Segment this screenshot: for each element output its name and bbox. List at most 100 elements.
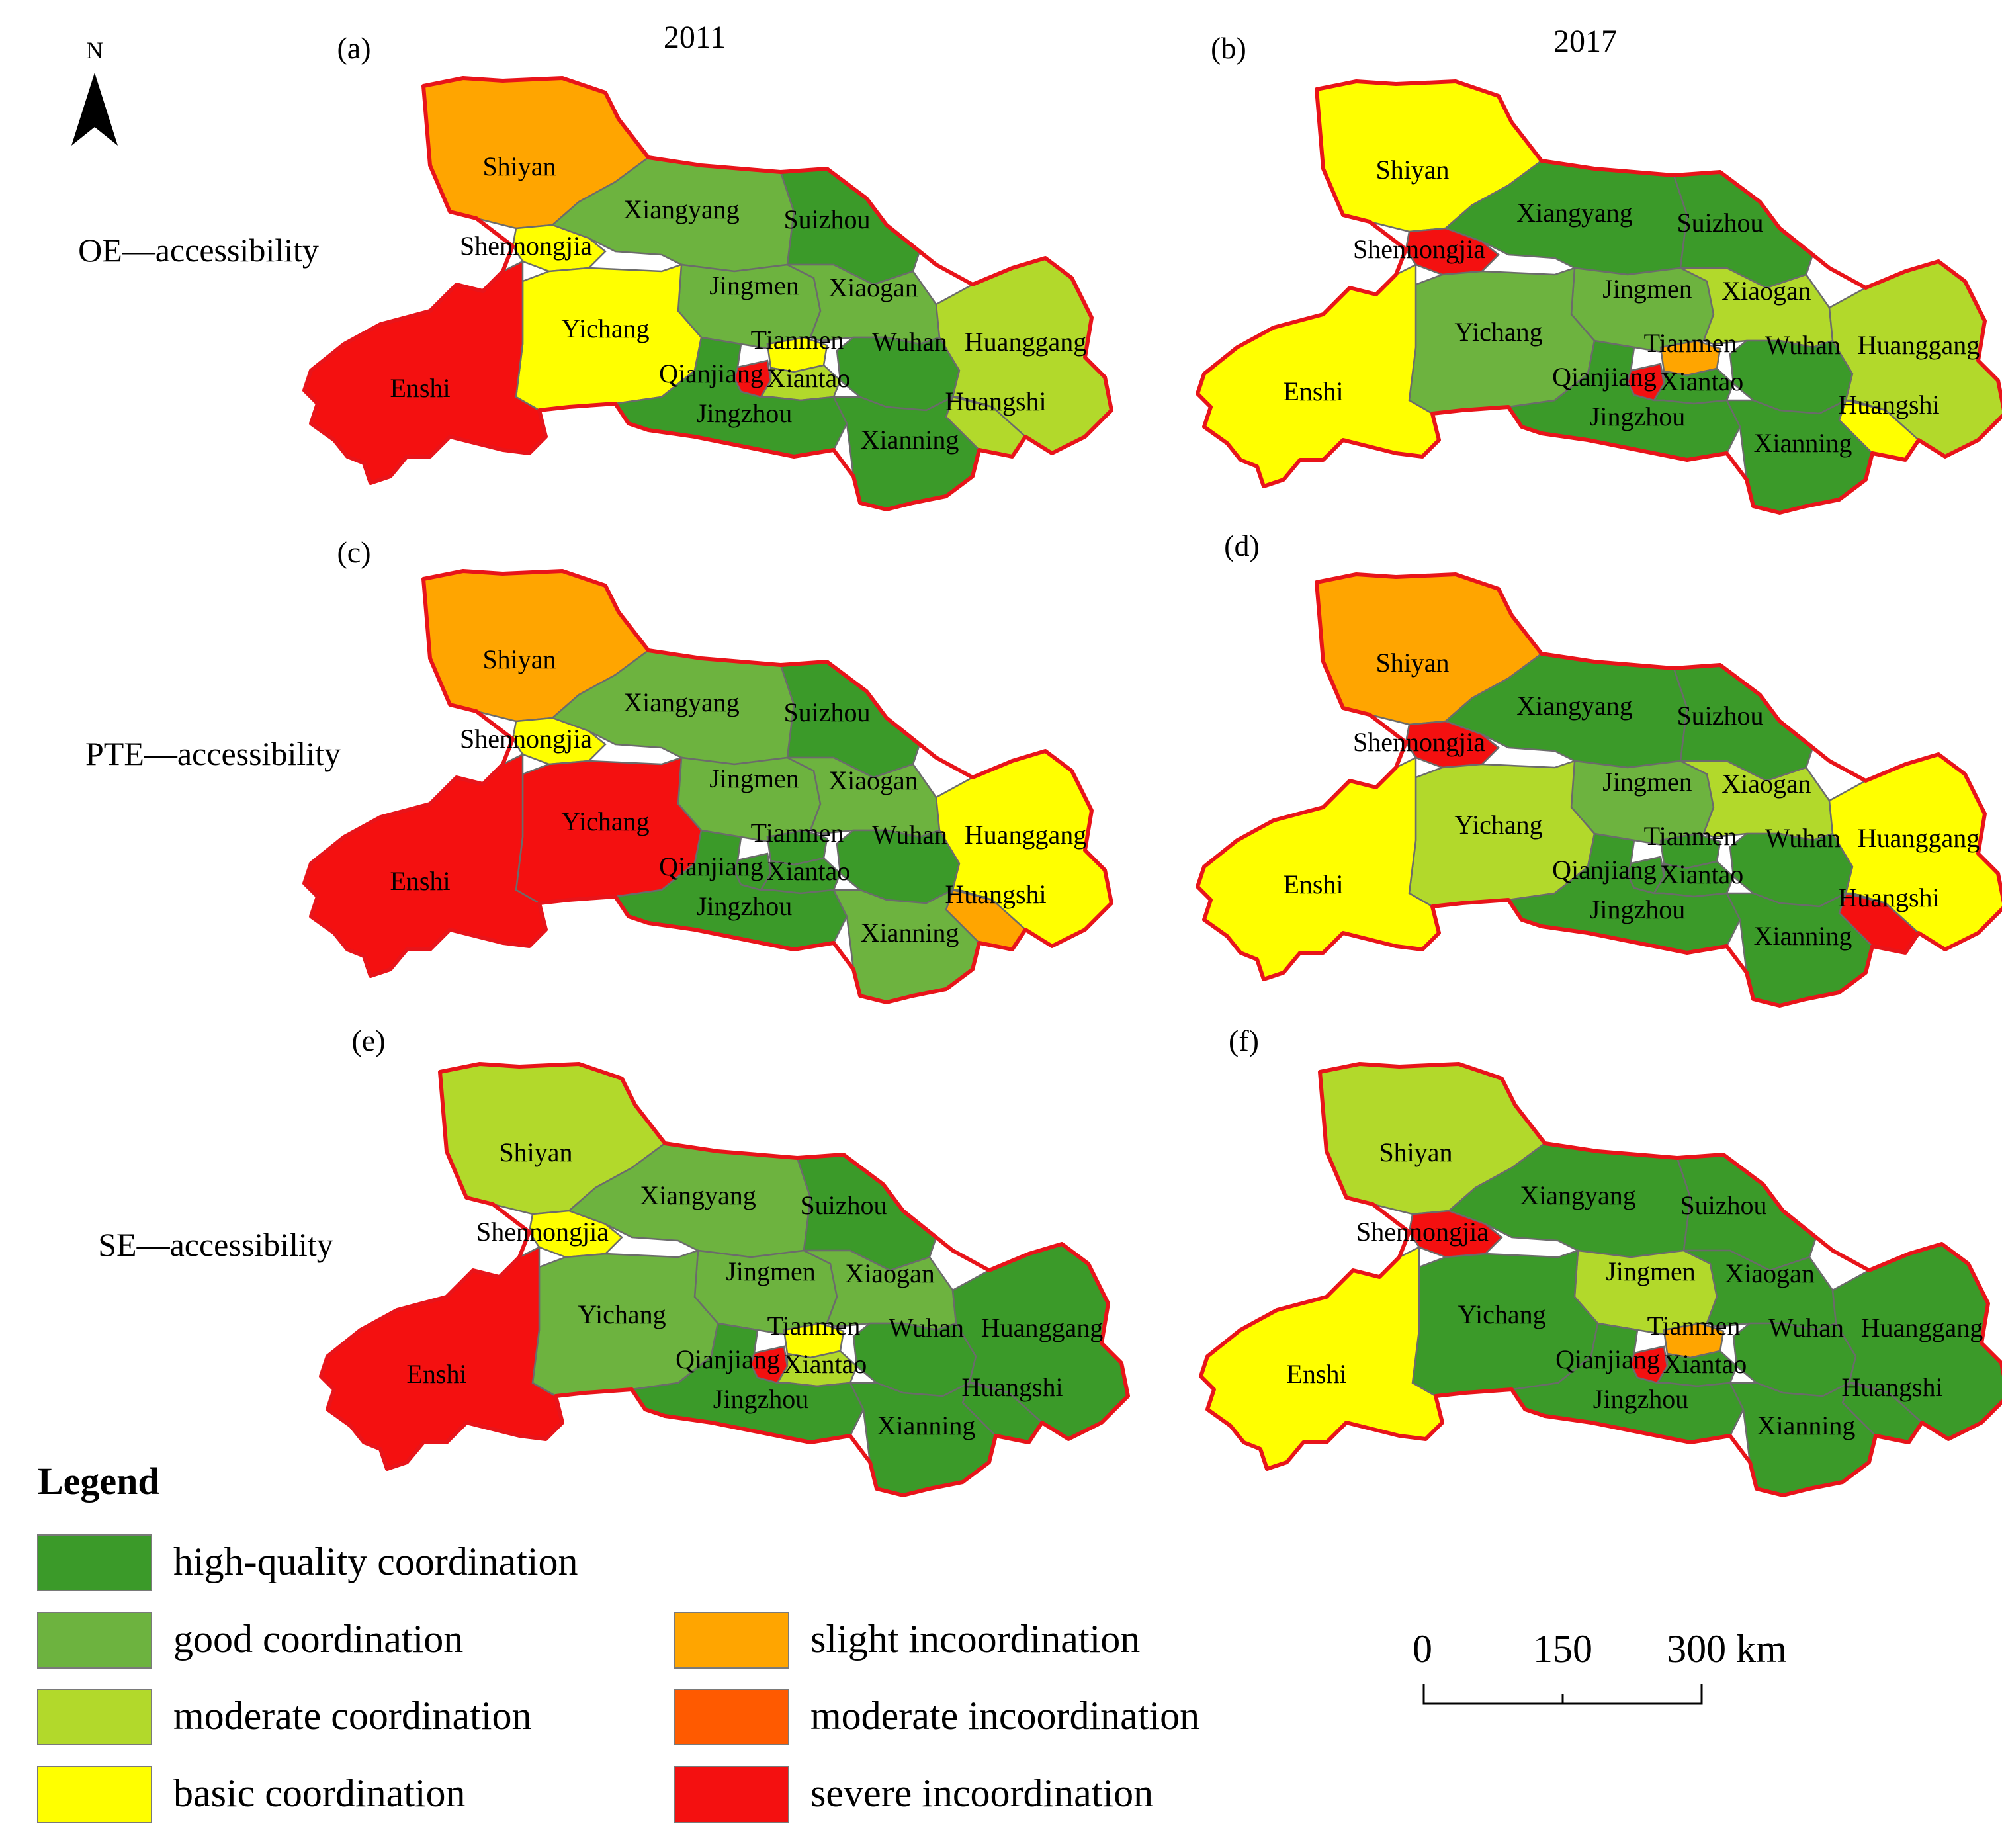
city-label-xiangyang: Xiangyang (1516, 198, 1633, 228)
city-label-huanggang: Huanggang (1858, 823, 1980, 853)
province-boundary (302, 569, 1113, 1004)
panel-label-b: (b) (1211, 31, 1246, 65)
legend-swatch-basic (37, 1766, 152, 1823)
city-label-shiyan: Shiyan (482, 152, 556, 181)
scale-bar-line (1422, 1684, 1703, 1705)
year-right: 2017 (1553, 24, 1617, 59)
north-arrow-icon (71, 73, 118, 146)
city-label-xiangyang: Xiangyang (640, 1180, 756, 1210)
province-boundary (1199, 1062, 2002, 1497)
city-label-wuhan: Wuhan (1765, 823, 1841, 853)
city-label-xiangyang: Xiangyang (623, 195, 740, 224)
city-label-xiaogan: Xiaogan (1725, 1258, 1815, 1288)
legend-label-mod: moderate coordination (173, 1694, 531, 1738)
city-label-wuhan: Wuhan (1765, 330, 1841, 360)
city-label-huangshi: Huangshi (961, 1372, 1063, 1402)
city-label-xiangyang: Xiangyang (623, 687, 740, 717)
legend-title: Legend (38, 1460, 159, 1503)
city-label-shiyan: Shiyan (499, 1137, 572, 1167)
city-label-shennongjia: Shennongjia (460, 724, 592, 754)
legend-label-modi: moderate incoordination (810, 1694, 1199, 1738)
city-label-xianning: Xianning (1754, 428, 1852, 458)
city-label-jingmen: Jingmen (1606, 1256, 1696, 1286)
city-label-tianmen: Tianmen (1644, 328, 1737, 358)
city-label-xianning: Xianning (861, 918, 959, 947)
city-label-enshi: Enshi (406, 1359, 466, 1389)
city-label-jingmen: Jingmen (1602, 767, 1692, 797)
city-label-shennongjia: Shennongjia (460, 231, 592, 261)
city-label-enshi: Enshi (390, 373, 450, 403)
legend-label-hq: high-quality coordination (173, 1540, 578, 1583)
city-label-suizhou: Suizhou (1676, 701, 1763, 730)
city-label-jingzhou: Jingzhou (1590, 895, 1685, 924)
city-label-enshi: Enshi (1283, 869, 1343, 899)
city-label-huangshi: Huangshi (1838, 390, 1939, 419)
city-label-yichang: Yichang (578, 1299, 666, 1329)
city-label-qianjiang: Qianjiang (1555, 1344, 1660, 1374)
city-label-xiantao: Xiantao (767, 856, 851, 886)
city-label-suizhou: Suizhou (1680, 1190, 1766, 1220)
city-label-tianmen: Tianmen (1647, 1311, 1741, 1341)
city-label-qianjiang: Qianjiang (675, 1344, 780, 1374)
city-label-tianmen: Tianmen (1644, 821, 1737, 851)
map-panel-a: Shiyan Xiangyang Suizhou Shennongjia Jingmen… (302, 76, 1113, 511)
legend-swatch-sev (674, 1766, 789, 1823)
row-label-oe: OE—accessibility (78, 232, 319, 269)
city-label-qianjiang: Qianjiang (659, 359, 763, 388)
city-label-jingmen: Jingmen (709, 764, 799, 793)
province-boundary (1196, 79, 2002, 515)
year-left: 2011 (664, 20, 726, 55)
city-label-tianmen: Tianmen (751, 818, 844, 848)
city-label-xiaogan: Xiaogan (828, 273, 918, 302)
legend-swatch-sli (674, 1612, 789, 1669)
city-label-shennongjia: Shennongjia (1356, 1217, 1489, 1247)
city-label-xiangyang: Xiangyang (1520, 1180, 1636, 1210)
scale-bar: 0 150 300 km (1413, 1627, 1787, 1705)
city-label-suizhou: Suizhou (783, 697, 870, 727)
city-label-huangshi: Huangshi (1841, 1372, 1942, 1402)
city-label-wuhan: Wuhan (872, 820, 947, 850)
province-boundary (1196, 572, 2002, 1008)
city-label-wuhan: Wuhan (872, 327, 947, 357)
city-label-huanggang: Huanggang (981, 1313, 1103, 1342)
city-label-jingzhou: Jingzhou (697, 398, 792, 428)
city-label-shennongjia: Shennongjia (1353, 234, 1485, 264)
city-label-xiantao: Xiantao (1663, 1349, 1747, 1379)
map-panel-b: Shiyan Xiangyang Suizhou Shennongjia Jingmen… (1196, 79, 2002, 515)
row-label-se: SE—accessibility (98, 1226, 333, 1263)
city-label-jingmen: Jingmen (709, 271, 799, 300)
city-label-huanggang: Huanggang (1858, 330, 1980, 360)
legend-label-sli: slight incoordination (810, 1617, 1140, 1661)
province-boundary (319, 1062, 1130, 1497)
city-label-yichang: Yichang (561, 314, 649, 343)
scale-tick-300: 300 km (1667, 1627, 1787, 1671)
city-label-xiangyang: Xiangyang (1516, 691, 1633, 721)
legend: Legend high-quality coordination good coo… (37, 1460, 1199, 1823)
city-label-suizhou: Suizhou (1676, 208, 1763, 238)
scale-tick-150: 150 (1533, 1627, 1592, 1671)
city-label-xiaogan: Xiaogan (845, 1258, 935, 1288)
city-label-jingzhou: Jingzhou (1590, 402, 1685, 431)
panel-label-a: (a) (337, 31, 370, 65)
map-panel-d: Shiyan Xiangyang Suizhou Shennongjia Jingmen… (1196, 572, 2002, 1008)
city-label-xiantao: Xiantao (783, 1349, 867, 1379)
panel-label-f: (f) (1229, 1024, 1259, 1057)
city-label-yichang: Yichang (561, 807, 649, 836)
legend-swatch-good (37, 1612, 152, 1669)
city-label-qianjiang: Qianjiang (1552, 362, 1657, 392)
city-label-wuhan: Wuhan (889, 1313, 964, 1342)
scale-tick-0: 0 (1413, 1627, 1432, 1671)
city-label-shiyan: Shiyan (1375, 155, 1449, 185)
city-label-yichang: Yichang (1454, 810, 1542, 840)
city-label-qianjiang: Qianjiang (659, 852, 763, 881)
city-label-huangshi: Huangshi (945, 386, 1046, 416)
city-label-shennongjia: Shennongjia (476, 1217, 609, 1247)
city-label-xiantao: Xiantao (767, 363, 851, 393)
city-label-huanggang: Huanggang (965, 327, 1086, 357)
city-label-jingzhou: Jingzhou (1593, 1384, 1688, 1414)
city-label-huangshi: Huangshi (945, 879, 1046, 909)
city-label-shiyan: Shiyan (482, 644, 556, 674)
city-label-xianning: Xianning (861, 425, 959, 455)
legend-swatch-mod (37, 1689, 152, 1745)
city-label-jingmen: Jingmen (1602, 274, 1692, 304)
